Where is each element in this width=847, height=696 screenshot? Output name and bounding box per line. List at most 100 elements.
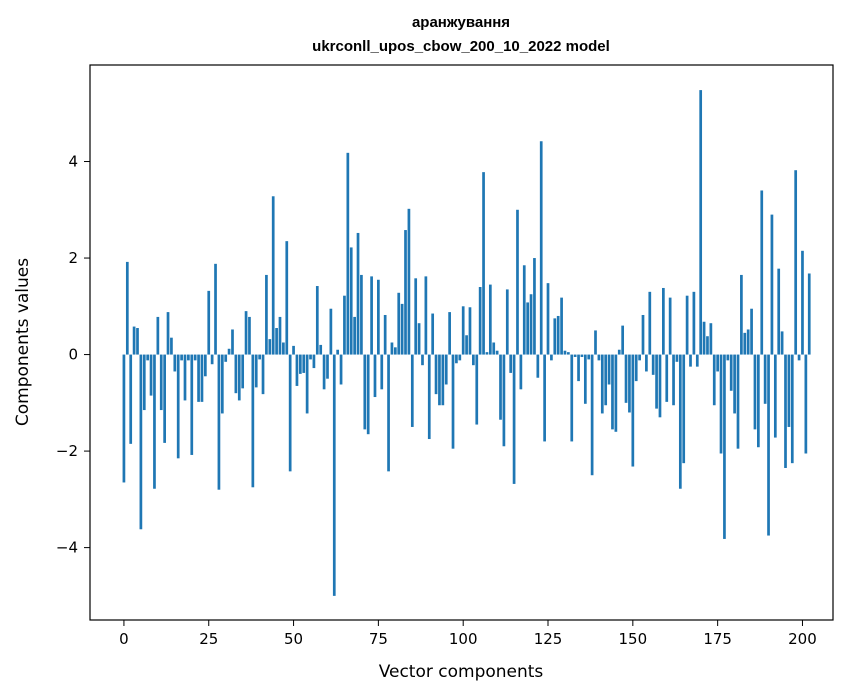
bar-19 xyxy=(187,354,190,361)
bar-189 xyxy=(763,354,767,404)
bar-67 xyxy=(349,247,353,355)
bar-102 xyxy=(468,307,472,355)
bar-155 xyxy=(648,291,652,355)
x-axis-ticks: 0 25 50 75 100 125 150 175 200 xyxy=(119,620,817,648)
bar-145 xyxy=(614,354,618,432)
chart-subtitle: ukrconll_upos_cbow_200_10_2022 model xyxy=(312,38,610,55)
bar-109 xyxy=(492,342,496,355)
bar-139 xyxy=(594,330,597,355)
x-axis-label: Vector components xyxy=(379,662,544,682)
bar-111 xyxy=(499,354,502,420)
bar-13 xyxy=(166,312,170,355)
bar-7 xyxy=(146,354,150,361)
bar-27 xyxy=(214,263,217,355)
bar-58 xyxy=(319,344,323,355)
bar-101 xyxy=(465,335,468,355)
bar-143 xyxy=(607,354,611,385)
bar-22 xyxy=(197,354,200,402)
bar-104 xyxy=(475,354,479,425)
bar-43 xyxy=(268,339,272,355)
bar-49 xyxy=(288,354,292,472)
bar-3 xyxy=(132,326,136,355)
bar-64 xyxy=(339,354,343,385)
bar-144 xyxy=(611,354,614,430)
bar-53 xyxy=(302,354,306,373)
bar-87 xyxy=(417,323,421,355)
bar-112 xyxy=(502,354,506,447)
bar-23 xyxy=(200,354,204,402)
bar-202 xyxy=(807,273,811,355)
bar-110 xyxy=(495,350,499,355)
bar-113 xyxy=(505,289,509,355)
bar-183 xyxy=(743,332,747,355)
bar-59 xyxy=(322,354,326,390)
bar-15 xyxy=(173,354,177,372)
bar-142 xyxy=(604,354,608,406)
bar-193 xyxy=(777,268,781,355)
bar-168 xyxy=(692,291,696,355)
bar-14 xyxy=(170,337,173,355)
y-tick-label: 2 xyxy=(68,249,78,267)
bar-77 xyxy=(383,314,387,355)
bar-41 xyxy=(261,354,265,395)
bar-196 xyxy=(787,354,791,427)
bar-48 xyxy=(285,241,289,355)
bar-94 xyxy=(441,354,445,406)
bar-63 xyxy=(336,349,340,355)
bar-175 xyxy=(716,354,719,372)
bar-120 xyxy=(529,294,533,355)
bar-167 xyxy=(689,354,692,367)
bar-134 xyxy=(577,354,580,382)
bar-95 xyxy=(444,354,448,385)
bar-116 xyxy=(516,209,519,355)
bar-177 xyxy=(723,354,726,539)
bar-100 xyxy=(461,306,465,355)
bar-180 xyxy=(733,354,736,414)
bar-179 xyxy=(729,354,733,391)
bar-45 xyxy=(275,328,278,355)
bar-80 xyxy=(393,347,397,355)
bar-30 xyxy=(224,354,228,362)
bar-78 xyxy=(387,354,390,472)
bar-84 xyxy=(407,208,411,355)
y-tick-label: −4 xyxy=(56,539,78,557)
x-tick-label: 100 xyxy=(449,630,478,648)
bar-34 xyxy=(237,354,241,401)
bar-103 xyxy=(472,354,475,366)
bar-38 xyxy=(251,354,255,488)
bar-56 xyxy=(312,354,316,369)
bar-152 xyxy=(638,354,641,361)
bar-76 xyxy=(380,354,384,390)
bar-70 xyxy=(360,274,363,355)
bar-173 xyxy=(709,323,713,355)
bar-18 xyxy=(183,354,187,401)
bar-11 xyxy=(159,354,163,411)
bar-50 xyxy=(292,345,295,355)
bar-190 xyxy=(767,354,770,536)
bar-97 xyxy=(451,354,455,449)
bar-55 xyxy=(309,354,312,360)
x-tick-label: 200 xyxy=(788,630,817,648)
bar-197 xyxy=(790,354,794,464)
bar-61 xyxy=(329,308,333,355)
bar-125 xyxy=(546,283,550,355)
bar-20 xyxy=(190,354,194,455)
bar-81 xyxy=(397,292,401,355)
bar-33 xyxy=(234,354,238,394)
bar-133 xyxy=(573,354,577,357)
bar-148 xyxy=(624,354,628,403)
bar-32 xyxy=(231,329,234,355)
bar-141 xyxy=(600,354,604,414)
bar-170 xyxy=(699,90,703,355)
bar-46 xyxy=(278,316,282,355)
bar-186 xyxy=(753,354,757,430)
bar-158 xyxy=(658,354,662,418)
bar-172 xyxy=(706,336,709,355)
bar-26 xyxy=(210,354,214,365)
bar-39 xyxy=(254,354,258,388)
bar-156 xyxy=(651,354,655,375)
bar-169 xyxy=(695,354,699,367)
bar-10 xyxy=(156,316,160,355)
bar-149 xyxy=(628,354,631,413)
